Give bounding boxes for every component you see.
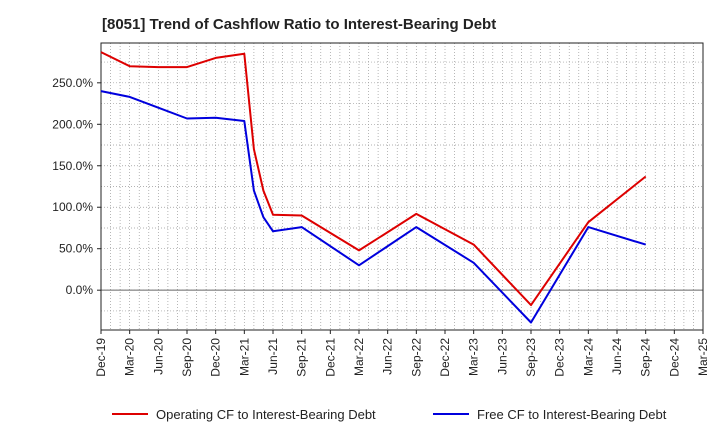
- x-tick-label: Jun-24: [610, 338, 624, 375]
- x-tick-label: Sep-22: [409, 338, 423, 377]
- series-line-2: [100, 90, 646, 324]
- legend-label-2: Free CF to Interest-Bearing Debt: [477, 407, 667, 422]
- x-tick-label: Sep-24: [639, 338, 653, 377]
- x-tick-label: Mar-24: [581, 338, 595, 376]
- x-tick-label: Sep-20: [180, 338, 194, 377]
- x-tick-label: Jun-21: [266, 338, 280, 375]
- x-tick-label: Dec-19: [94, 338, 108, 377]
- x-tick-label: Jun-23: [495, 338, 509, 375]
- chart-title: [8051] Trend of Cashflow Ratio to Intere…: [102, 16, 497, 33]
- x-tick-label: Sep-21: [295, 338, 309, 377]
- y-tick-label: 250.0%: [52, 76, 93, 90]
- x-tick-label: Mar-20: [123, 338, 137, 376]
- y-tick-label: 150.0%: [52, 159, 93, 173]
- plot-frame: [100, 42, 704, 331]
- y-tick-label: 50.0%: [59, 242, 93, 256]
- legend-label-1: Operating CF to Interest-Bearing Debt: [156, 407, 376, 422]
- x-tick-label: Dec-23: [553, 338, 567, 377]
- y-tick-label: 100.0%: [52, 200, 93, 214]
- x-tick-label: Jun-20: [151, 338, 165, 375]
- x-tick-label: Dec-21: [323, 338, 337, 377]
- x-tick-label: Mar-23: [467, 338, 481, 376]
- y-tick-label: 0.0%: [66, 283, 94, 297]
- x-tick-label: Mar-21: [237, 338, 251, 376]
- x-tick-label: Jun-22: [381, 338, 395, 375]
- x-tick-label: Mar-22: [352, 338, 366, 376]
- x-tick-label: Mar-25: [696, 338, 710, 376]
- x-tick-label: Dec-24: [667, 338, 681, 377]
- y-tick-label: 200.0%: [52, 117, 93, 131]
- x-tick-label: Sep-23: [524, 338, 538, 377]
- x-tick-label: Dec-22: [438, 338, 452, 377]
- x-tick-label: Dec-20: [209, 338, 223, 377]
- series-line-1: [100, 51, 647, 307]
